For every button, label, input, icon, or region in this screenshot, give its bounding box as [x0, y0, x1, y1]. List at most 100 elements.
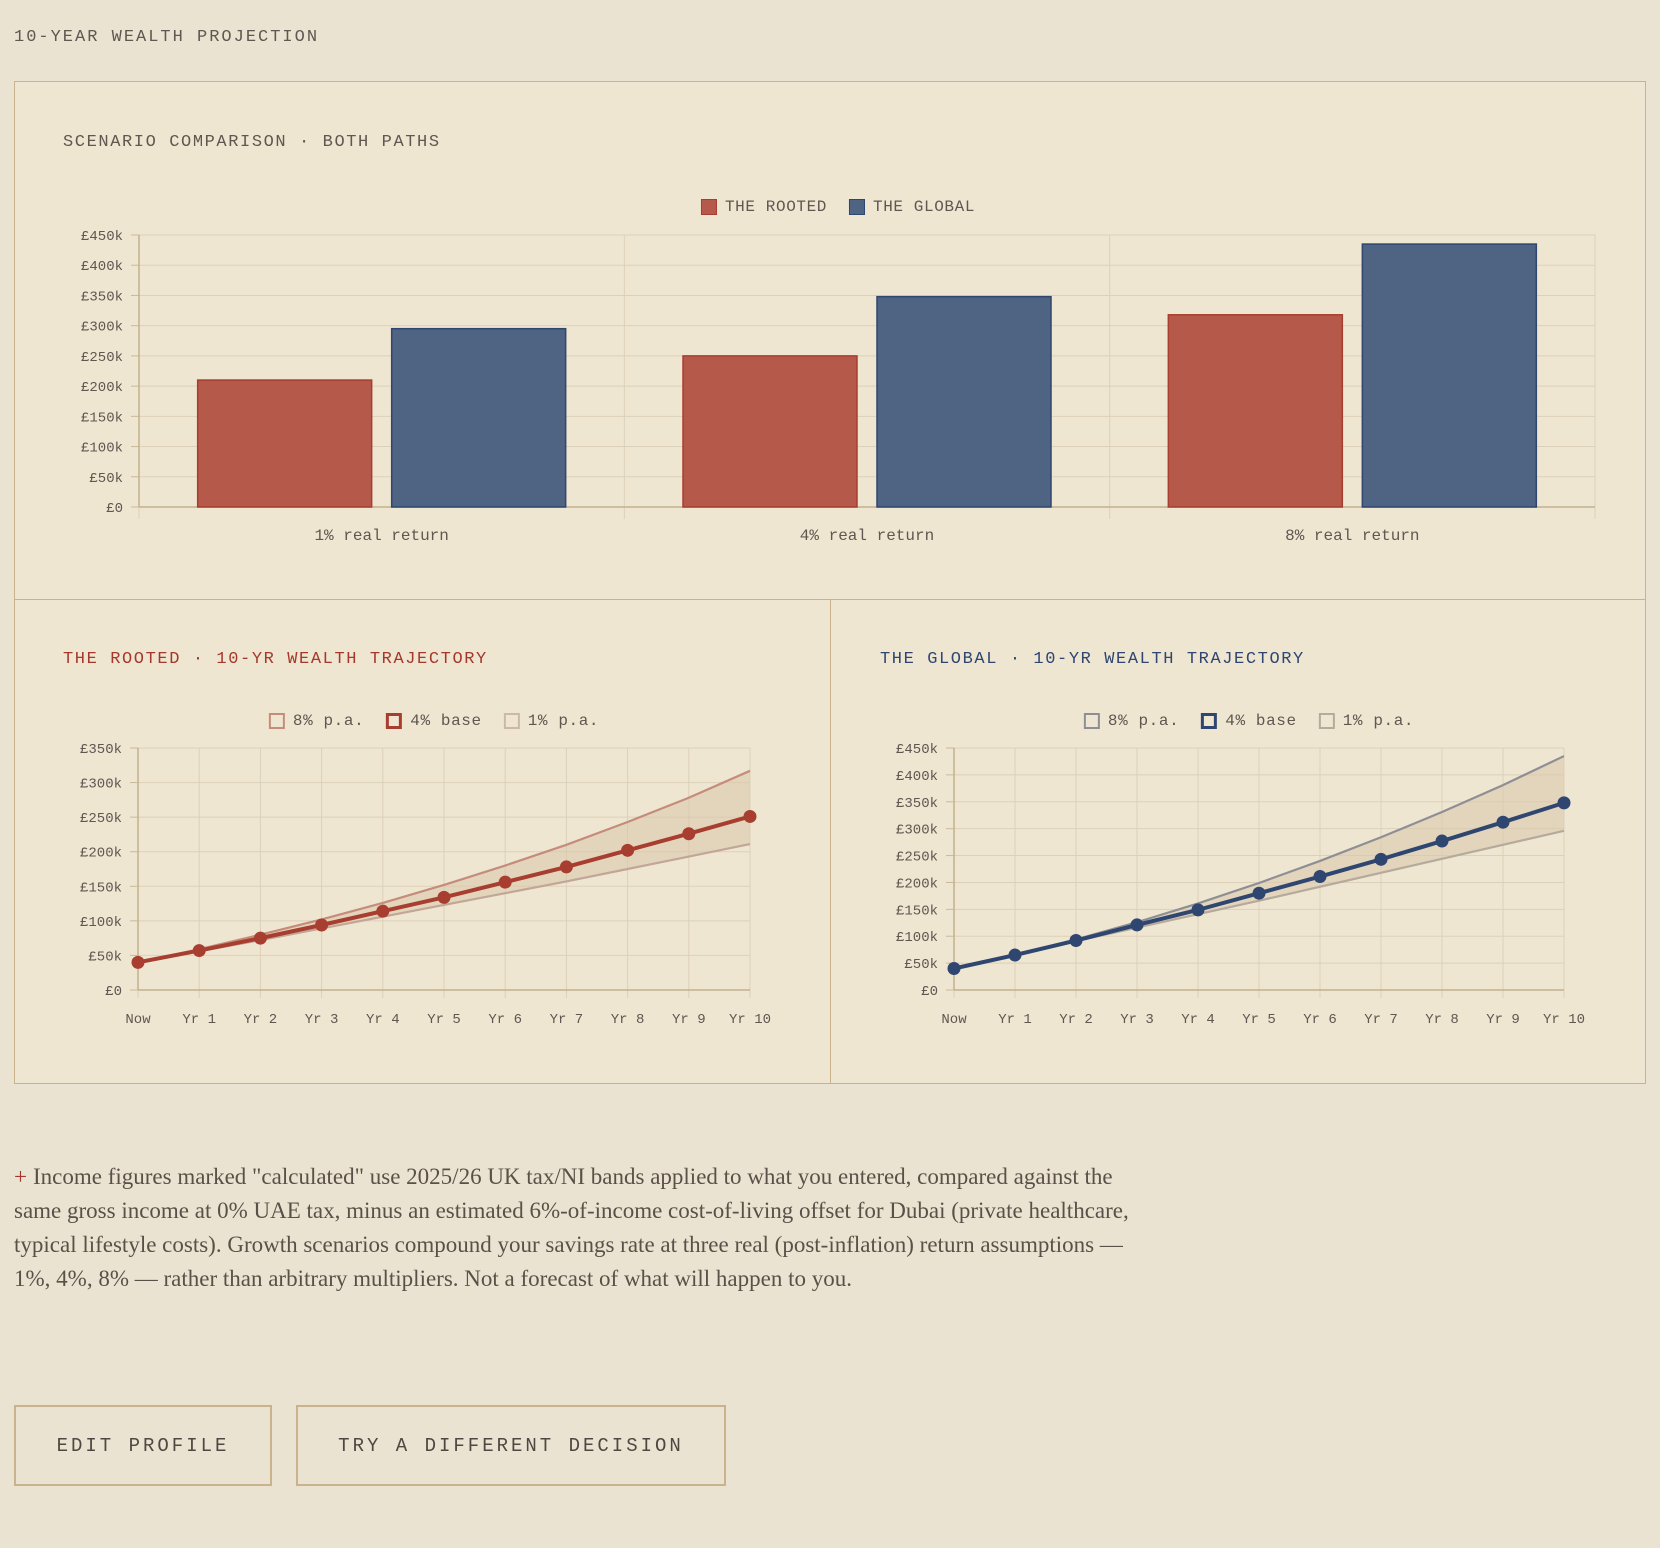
rooted-4pct-swatch-icon	[386, 713, 403, 729]
rooted-xtick-label: Yr 1	[182, 1012, 216, 1028]
global-point-4pct	[1008, 948, 1022, 962]
global-legend-4pct: 4% base	[1201, 712, 1296, 730]
comparison-title: SCENARIO COMPARISON · BOTH PATHS	[63, 133, 441, 152]
global-legend-8pct: 8% p.a.	[1083, 712, 1180, 730]
global-8pct-swatch-icon	[1083, 713, 1100, 729]
scenario-bar-chart: £0 £50k £100k £150k £200k £250k £300k £350k £400…	[81, 229, 1596, 545]
rooted-legend-4pct-label: 4% base	[410, 712, 482, 730]
bar-ytick-label: £100k	[81, 441, 123, 457]
bar-category-label: 4% real return	[800, 527, 934, 545]
rooted-point-4pct	[437, 890, 451, 904]
rooted-legend-8pct-label: 8% p.a.	[292, 712, 365, 730]
global-xtick-label: Yr 9	[1486, 1012, 1520, 1028]
rooted-bar	[682, 355, 858, 508]
global-point-4pct	[1191, 903, 1205, 917]
rooted-ytick-label: £250k	[80, 811, 122, 827]
global-xtick-label: Yr 5	[1242, 1012, 1276, 1028]
rooted-ytick-label: £300k	[80, 777, 122, 793]
rooted-point-4pct	[253, 931, 267, 945]
global-ytick-label: £50k	[904, 957, 938, 973]
bar-ytick-label: £400k	[81, 259, 123, 275]
global-xtick-label: Yr 10	[1543, 1012, 1585, 1028]
rooted-legend-8pct: 8% p.a.	[268, 712, 365, 730]
global-4pct-swatch-icon	[1201, 713, 1218, 729]
scenario-comparison-panel: SCENARIO COMPARISON · BOTH PATHS THE ROO…	[14, 81, 1646, 601]
global-point-4pct	[1313, 870, 1327, 884]
bar-ytick-label: £0	[106, 501, 123, 517]
rooted-swatch-icon	[700, 199, 717, 215]
global-point-4pct	[1130, 918, 1144, 932]
rooted-ytick-label: £150k	[80, 880, 122, 896]
bar-ytick-label: £450k	[81, 229, 123, 245]
global-bar	[876, 295, 1052, 508]
rooted-legend-1pct-label: 1% p.a.	[527, 712, 600, 730]
legend-label-global: THE GLOBAL	[873, 198, 976, 216]
bar-category-label: 8% real return	[1285, 527, 1419, 545]
global-legend-1pct: 1% p.a.	[1318, 712, 1415, 730]
global-legend-4pct-label: 4% base	[1225, 712, 1297, 730]
global-legend-8pct-label: 8% p.a.	[1107, 712, 1180, 730]
global-legend: 8% p.a. 4% base 1% p.a.	[1083, 712, 1415, 730]
bar-ytick-label: £350k	[81, 289, 123, 305]
plus-icon: +	[14, 1164, 27, 1189]
global-point-4pct	[947, 961, 961, 975]
rooted-point-4pct	[131, 955, 145, 969]
global-xtick-label: Yr 4	[1181, 1012, 1215, 1028]
global-xtick-label: Yr 1	[998, 1012, 1032, 1028]
global-point-4pct	[1069, 934, 1083, 948]
rooted-point-4pct	[621, 843, 635, 857]
try-different-decision-button[interactable]: TRY A DIFFERENT DECISION	[296, 1405, 726, 1486]
global-ytick-label: £450k	[896, 742, 938, 758]
rooted-line-chart: £0 £50k £100k £150k £200k £250k £300k £350k Now Y…	[80, 742, 771, 1028]
rooted-bar	[1167, 314, 1344, 508]
global-xtick-label: Yr 2	[1059, 1012, 1093, 1028]
rooted-ytick-label: £0	[105, 984, 122, 1000]
global-legend-1pct-label: 1% p.a.	[1342, 712, 1415, 730]
global-point-4pct	[1252, 886, 1266, 900]
rooted-ytick-label: £100k	[80, 915, 122, 931]
rooted-point-4pct	[192, 944, 206, 958]
global-bar	[390, 327, 567, 508]
legend-item-global: THE GLOBAL	[849, 198, 975, 216]
global-trajectory-panel: THE GLOBAL · 10-YR WEALTH TRAJECTORY 8% …	[830, 599, 1646, 1084]
rooted-legend-4pct: 4% base	[386, 712, 481, 730]
rooted-point-4pct	[743, 809, 757, 823]
rooted-range-band	[138, 770, 750, 963]
global-xtick-label: Yr 8	[1425, 1012, 1459, 1028]
bar-ytick-label: £150k	[81, 410, 123, 426]
rooted-line-8pct	[137, 769, 751, 964]
global-xtick-label: Yr 3	[1120, 1012, 1154, 1028]
global-ytick-label: £100k	[896, 930, 938, 946]
rooted-trajectory-panel: THE ROOTED · 10-YR WEALTH TRAJECTORY 8% …	[14, 599, 832, 1084]
rooted-point-4pct	[376, 904, 390, 918]
rooted-xtick-label: Yr 9	[672, 1012, 706, 1028]
rooted-point-4pct	[315, 918, 329, 932]
rooted-point-4pct	[498, 875, 512, 889]
global-ytick-label: £200k	[896, 876, 938, 892]
edit-profile-button[interactable]: EDIT PROFILE	[14, 1405, 272, 1486]
legend-item-rooted: THE ROOTED	[700, 198, 827, 216]
rooted-panel-title: THE ROOTED · 10-YR WEALTH TRAJECTORY	[63, 650, 488, 669]
rooted-xtick-label: Yr 3	[305, 1012, 339, 1028]
global-panel-title: THE GLOBAL · 10-YR WEALTH TRAJECTORY	[880, 650, 1305, 669]
rooted-ytick-label: £350k	[80, 742, 122, 758]
footnote-text: Income figures marked "calculated" use 2…	[14, 1164, 1129, 1291]
bar-ytick-label: £50k	[89, 471, 123, 487]
global-ytick-label: £0	[921, 984, 938, 1000]
rooted-point-4pct	[682, 827, 696, 841]
global-point-4pct	[1557, 796, 1571, 810]
rooted-8pct-swatch-icon	[268, 713, 285, 729]
global-ytick-label: £150k	[896, 903, 938, 919]
global-swatch-icon	[849, 199, 865, 215]
global-point-4pct	[1374, 852, 1388, 866]
rooted-xtick-label: Yr 2	[244, 1012, 278, 1028]
rooted-ytick-label: £200k	[80, 846, 122, 862]
bar-ytick-label: £300k	[81, 320, 123, 336]
global-ytick-label: £300k	[896, 823, 938, 839]
rooted-bar	[196, 379, 373, 508]
rooted-xtick-label: Now	[125, 1012, 151, 1028]
rooted-1pct-swatch-icon	[503, 713, 520, 729]
bar-ytick-label: £250k	[81, 350, 123, 366]
bar-category-label: 1% real return	[314, 527, 448, 545]
rooted-legend-1pct: 1% p.a.	[503, 712, 600, 730]
